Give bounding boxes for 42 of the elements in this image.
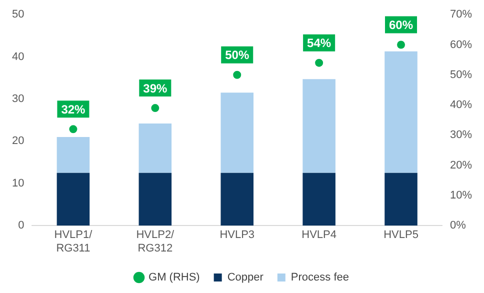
y-tick-label: 0 <box>18 220 24 232</box>
data-label: 54% <box>307 36 332 50</box>
bar <box>138 172 172 226</box>
x-tick-label: HVLP5 <box>384 229 418 242</box>
bar <box>302 172 336 226</box>
legend-label: Copper <box>227 272 264 284</box>
x-tick-label: HVLP1/ RG311 <box>54 229 94 254</box>
y2-tick-label: 20% <box>450 159 472 172</box>
legend-label: Process fee <box>290 272 350 284</box>
y-tick-label: 40 <box>12 50 24 63</box>
data-label: 32% <box>61 102 86 116</box>
y-tick-label: 20 <box>12 135 24 148</box>
point <box>397 40 406 49</box>
data-label: 60% <box>388 18 414 32</box>
bar <box>138 123 172 173</box>
point <box>69 125 78 134</box>
x-tick-label: HVLP2/ RG312 <box>136 229 176 254</box>
y2-tick-label: 40% <box>450 99 472 112</box>
y-tick-label: 30 <box>12 93 24 106</box>
bar <box>56 172 90 226</box>
x-tick-label: HVLP4 <box>302 229 336 242</box>
data-label: 50% <box>225 48 250 62</box>
bar <box>384 172 418 226</box>
y2-tick-label: 30% <box>450 129 472 142</box>
y-tick-label: 10 <box>12 177 24 190</box>
point <box>151 104 160 112</box>
y2-tick-label: 70% <box>450 8 472 21</box>
legend-label: GM (RHS) <box>148 272 200 284</box>
y2-tick-label: 50% <box>450 68 472 81</box>
bar <box>384 51 418 173</box>
y2-tick-label: 10% <box>450 189 472 202</box>
bar <box>302 79 336 173</box>
bar <box>220 92 254 173</box>
y2-tick-label: 60% <box>450 38 472 51</box>
point <box>315 58 324 67</box>
bar <box>220 172 254 226</box>
y2-tick-label: 0% <box>450 220 466 232</box>
x-tick-label: HVLP3 <box>220 229 255 242</box>
y-tick-label: 50 <box>12 8 24 21</box>
point <box>233 70 242 79</box>
data-label: 39% <box>143 81 168 96</box>
bar <box>56 136 90 173</box>
